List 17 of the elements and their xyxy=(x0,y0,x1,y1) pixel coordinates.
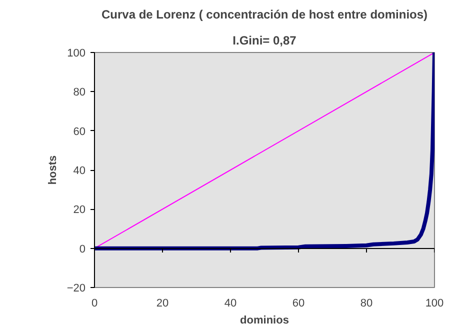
y-tick-label: 100 xyxy=(67,48,86,60)
chart-subtitle: I.Gini= 0,87 xyxy=(232,34,297,48)
y-axis-title: hosts xyxy=(46,155,59,185)
x-tick-label: 80 xyxy=(360,298,373,310)
y-tick-label: 40 xyxy=(73,165,86,177)
x-tick-label: 0 xyxy=(91,298,98,310)
y-tick-label: 20 xyxy=(73,204,86,216)
chart-title: Curva de Lorenz ( concentración de host entre dominios) xyxy=(101,8,428,22)
y-tick-label: −20 xyxy=(66,282,86,294)
x-tick-label: 20 xyxy=(156,298,169,310)
x-axis-title: dominios xyxy=(240,314,289,326)
x-tick-label: 40 xyxy=(224,298,237,310)
y-tick-label: 80 xyxy=(73,86,86,99)
y-tick-label: 60 xyxy=(73,126,86,138)
x-tick-label: 100 xyxy=(425,298,444,310)
x-tick-label: 60 xyxy=(292,298,305,310)
y-tick-label: 0 xyxy=(79,243,86,256)
